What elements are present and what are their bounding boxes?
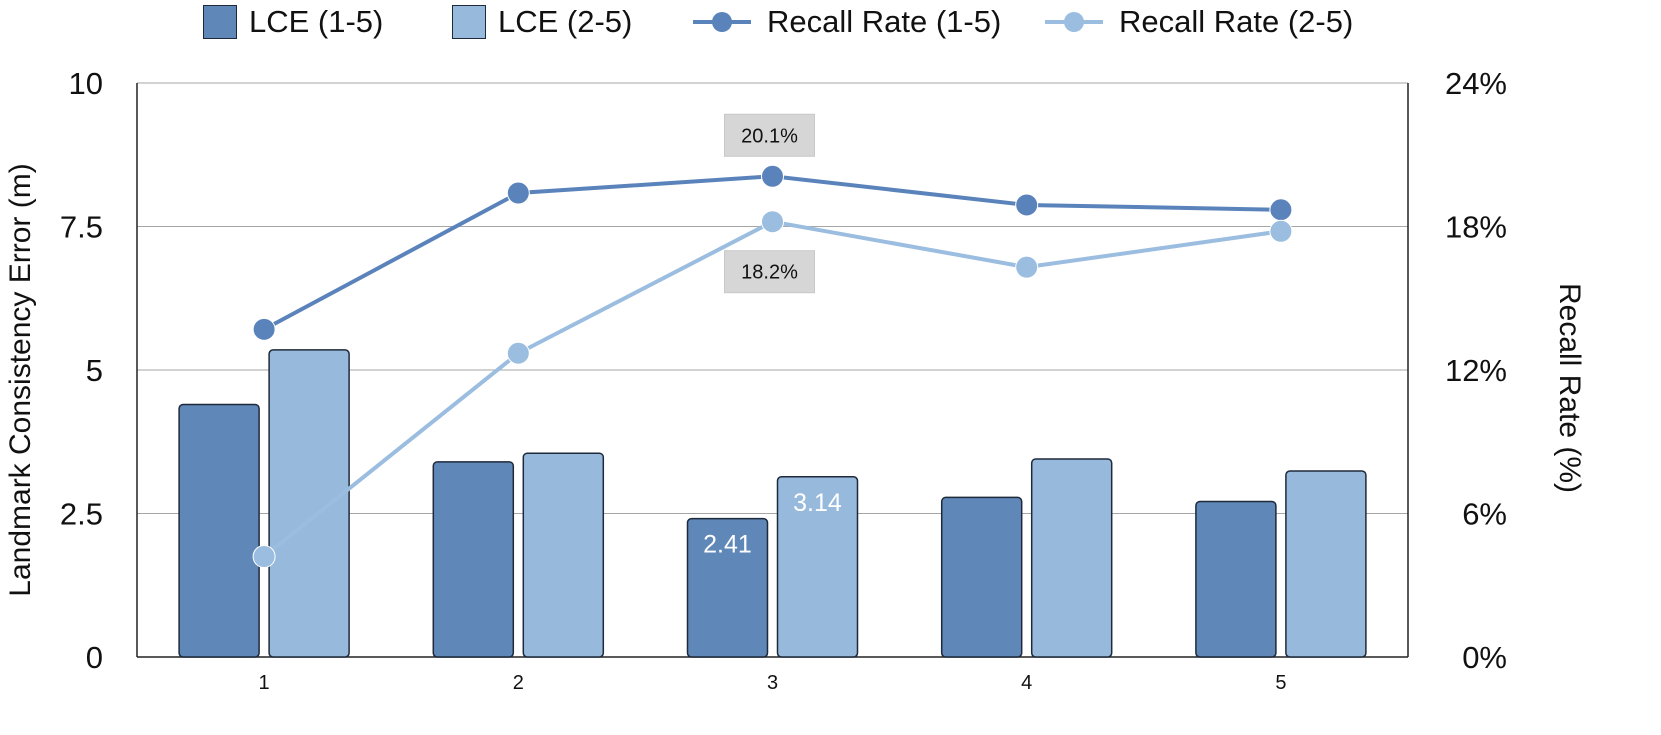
y-tick-label-right: 18% [1445,210,1507,245]
bar [1030,458,1113,658]
bar-data-label: 2.41 [703,531,752,559]
y-tick-label-left: 0 [86,640,103,675]
bar [940,496,1023,658]
legend-marker-recall-2-5 [1045,5,1103,39]
bar [522,452,605,658]
legend-item-lce-1-5: LCE (1-5) [203,2,383,42]
recall-point [1015,193,1039,217]
y-tick-label-right: 12% [1445,353,1507,388]
bar [1195,500,1277,658]
annotation-box [724,250,815,294]
legend-label-lce-2-5: LCE (2-5) [498,4,633,39]
y-tick-label-right: 6% [1462,497,1507,532]
legend-item-recall-1-5: Recall Rate (1-5) [693,2,1001,42]
y-tick-label-left: 7.5 [60,210,103,245]
lines [252,164,1293,569]
recall-point [252,545,276,569]
bar [432,461,515,658]
legend: LCE (1-5) LCE (2-5) Recall Rate (1-5) Re… [0,0,1661,50]
x-tick-label: 2 [513,672,524,694]
axes: 0 0% 2.5 6% 5 12% 7.5 18% 10 24% 1 2 3 4 5 Landmark Con… [4,66,1586,694]
recall-point [506,181,530,205]
x-tick-label: 4 [1021,672,1032,694]
recall-point [506,341,530,365]
annotation-box [724,113,815,157]
recall-point [761,164,784,188]
y-tick-label-right: 24% [1445,66,1507,101]
y-tick-label-right: 0% [1462,640,1507,675]
recall-point [1269,198,1293,222]
legend-swatch-lce-1-5 [203,5,237,39]
labels: 2.41 3.14 20.1% 18.2% [703,113,842,559]
y-axis-title-right: Recall Rate (%) [1553,283,1586,493]
legend-item-recall-2-5: Recall Rate (2-5) [1045,2,1353,42]
bar [178,403,260,658]
x-tick-label: 1 [259,672,270,694]
recall-point [1269,219,1293,243]
recall-point [761,210,784,234]
x-tick-label: 5 [1275,672,1286,694]
recall-point [1015,255,1039,279]
y-tick-label-left: 5 [86,353,103,388]
legend-swatch-lce-2-5 [452,5,486,39]
bar [776,476,859,658]
x-tick-label: 3 [767,672,778,694]
annotation-label: 20.1% [741,125,798,147]
bar [268,349,350,658]
bar-data-label: 3.14 [793,489,842,517]
legend-label-recall-1-5: Recall Rate (1-5) [767,4,1002,39]
annotation-label: 18.2% [741,262,798,284]
legend-marker-recall-1-5 [693,5,751,39]
bar [1285,470,1367,658]
y-tick-label-left: 2.5 [60,497,103,532]
bar [686,517,769,658]
bars [178,349,1367,658]
legend-label-lce-1-5: LCE (1-5) [249,4,384,39]
y-tick-label-left: 10 [69,66,103,101]
y-axis-title-left: Landmark Consistency Error (m) [4,163,37,596]
legend-label-recall-2-5: Recall Rate (2-5) [1119,4,1354,39]
legend-item-lce-2-5: LCE (2-5) [452,2,632,42]
recall-point [252,317,276,341]
